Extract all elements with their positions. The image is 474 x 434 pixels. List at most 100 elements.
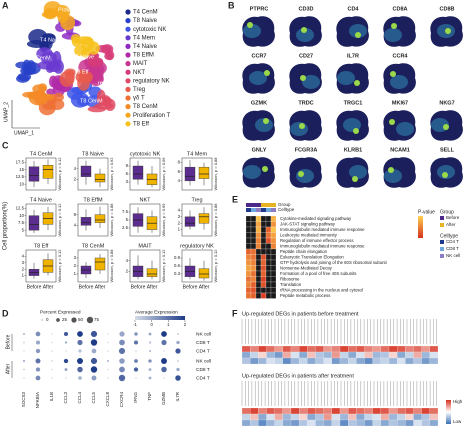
dot: [161, 366, 167, 373]
umap-cluster: [37, 60, 57, 70]
y-tick-label: 4: [22, 254, 25, 259]
heat-cell: [260, 270, 267, 277]
gene-label: GNLY: [252, 147, 267, 153]
feature-plot: [289, 110, 322, 141]
umap-cluster: [70, 91, 90, 108]
box: [198, 166, 210, 179]
row-label: NK cell: [196, 331, 211, 337]
p-value-label: Wilcoxon, p = 0.88: [213, 203, 218, 237]
gene-label: CCR7: [252, 53, 267, 59]
dot: [51, 341, 53, 344]
heat-cell: [265, 287, 272, 294]
heat-cell: [265, 243, 272, 250]
heat-cell: [331, 345, 341, 353]
heat-cell: [265, 232, 272, 239]
box: [94, 173, 106, 183]
heat-cell: [315, 357, 324, 365]
legend-label: Proliferation T: [133, 113, 171, 119]
legend-label: γδ T: [133, 96, 145, 102]
heat-cell: [245, 281, 252, 288]
group-bar: [261, 203, 266, 207]
heat-cell: [282, 419, 292, 427]
dot: [176, 367, 180, 372]
group-bar: [271, 203, 276, 207]
gene-label: GZMB: [161, 392, 166, 405]
dot: [107, 341, 109, 344]
heat-cell: [323, 345, 332, 353]
heat-cell: [348, 345, 357, 353]
gene-label: CCR4: [393, 53, 409, 59]
gene-label: CD8A: [393, 6, 408, 12]
heat-cell: [405, 357, 414, 365]
dot: [64, 341, 68, 344]
heat-cell: [250, 243, 257, 250]
y-axis-label: Cell proportion(%): [3, 202, 9, 250]
gene-label: KLRB1: [344, 147, 362, 153]
heat-cell: [265, 265, 272, 272]
dot: [135, 350, 137, 352]
heat-cell: [255, 281, 262, 288]
heat-cell: [250, 232, 257, 239]
legend-label: T8 Eff: [133, 121, 149, 127]
y-tick-label: 0.6: [174, 263, 181, 268]
dot: [51, 350, 53, 352]
dot: [35, 358, 41, 364]
heat-cell: [397, 345, 406, 353]
heat-cell: [299, 357, 308, 365]
y-tick-label: 15: [19, 167, 24, 172]
heat-cell: [250, 407, 259, 415]
panel-letter: F: [232, 308, 238, 318]
y-tick-label: 17.5: [16, 160, 25, 165]
gene-label: CD27: [299, 53, 313, 59]
feature-shade: [296, 28, 314, 42]
dot: [119, 339, 125, 346]
heat-cell: [241, 345, 251, 353]
heat-cell: [266, 345, 275, 353]
heat-cell: [260, 243, 267, 250]
heat-cell: [250, 221, 257, 228]
gene-label: FCGR3A: [295, 147, 318, 153]
dot: [134, 359, 138, 363]
dot: [119, 358, 125, 364]
heat-cell: [250, 345, 259, 353]
group-legend-title: Group: [440, 209, 454, 215]
plot-frame: [77, 157, 109, 191]
group-label: After: [5, 363, 11, 374]
feature-plot: [336, 16, 369, 47]
heat-cell: [245, 259, 252, 266]
heat-cell: [429, 419, 439, 427]
legend-label: T4 Naive: [133, 44, 158, 50]
heat-cell: [315, 413, 324, 421]
feature-spot: [389, 119, 395, 125]
heat-cell: [315, 351, 324, 359]
feature-spot: [301, 27, 307, 33]
pathway-label: Eukaryotic Translation Elongation: [280, 254, 344, 259]
umap-cluster: [101, 44, 114, 55]
heat-cell: [241, 407, 251, 415]
heat-cell: [413, 407, 422, 415]
heat-cell: [258, 419, 267, 427]
legend-label: T8 Naive: [133, 18, 158, 24]
legend-swatch: [125, 61, 131, 67]
y-tick-label: 8: [178, 160, 181, 165]
heat-cell: [388, 407, 398, 415]
dot: [51, 368, 53, 371]
pathway-label: Peptide chain elongation: [280, 249, 328, 254]
heat-cell: [339, 413, 349, 421]
plot-label: regulatory NK: [98, 80, 132, 86]
y-tick-label: 1: [22, 273, 25, 278]
celltype-swatch: [440, 240, 444, 244]
legend-swatch: [125, 86, 131, 92]
heat-cell: [331, 407, 341, 415]
dot: [176, 340, 180, 345]
y-tick-label: 2: [126, 268, 129, 273]
feature-shade: [243, 24, 261, 38]
dot: [163, 377, 165, 379]
heat-cell: [266, 413, 275, 421]
feature-shade: [384, 169, 402, 183]
feature-shade: [349, 24, 367, 38]
gene-label: NKG7: [439, 100, 454, 106]
dot: [90, 330, 98, 338]
heat-cell: [421, 345, 430, 353]
